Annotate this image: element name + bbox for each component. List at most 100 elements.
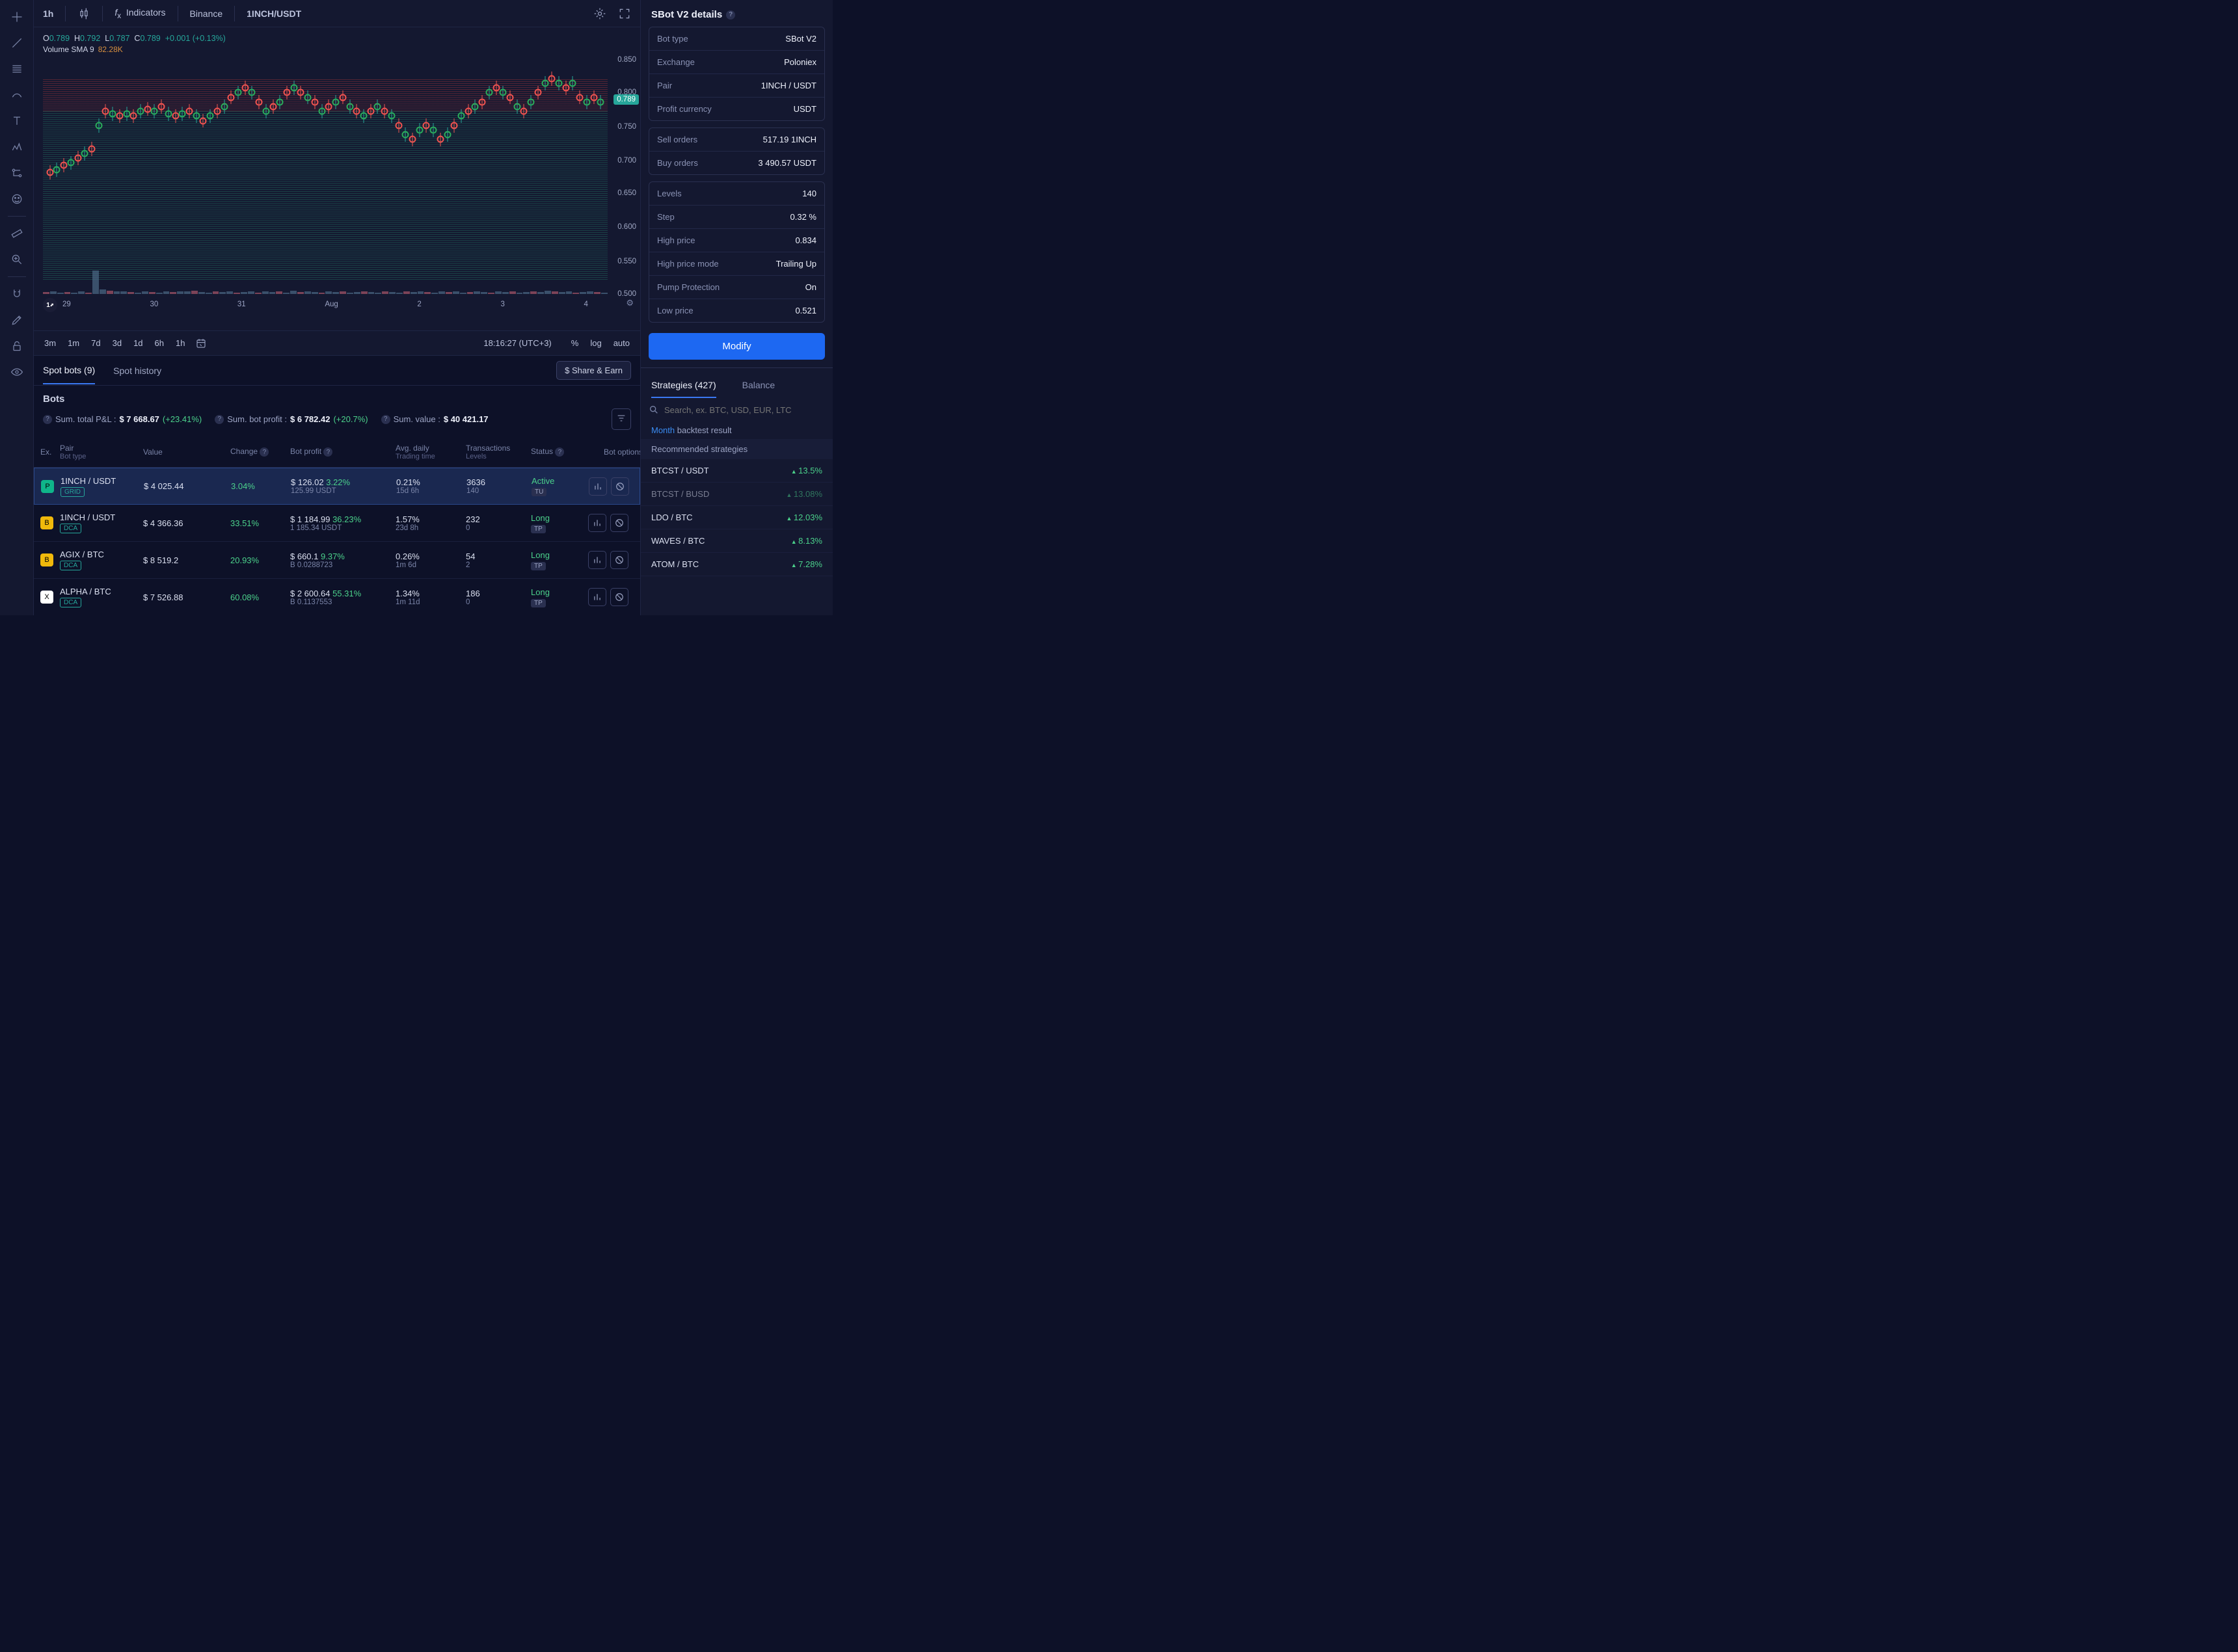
exchange-icon: P [41,480,54,493]
bot-chart-button[interactable] [589,477,607,496]
exchange-icon: B [40,553,53,566]
bot-stop-button[interactable] [610,514,628,532]
scale-%[interactable]: % [570,337,580,349]
chart-topbar: 1h fx Indicators Binance 1INCH/USDT [34,0,640,27]
pattern-tool[interactable] [5,135,29,159]
position-tool[interactable] [5,161,29,185]
symbol-label[interactable]: 1INCH/USDT [247,8,301,19]
filter-button[interactable] [612,408,631,430]
strategies-subheading: Recommended strategies [641,439,833,459]
fullscreen-icon[interactable] [618,7,631,20]
exchange-label[interactable]: Binance [190,8,223,19]
detail-row: High price modeTrailing Up [649,252,824,276]
tab-spot-bots[interactable]: Spot bots (9) [43,357,95,384]
current-price-tag: 0.789 [613,94,639,105]
edit-tool[interactable] [5,308,29,332]
magnet-tool[interactable] [5,282,29,306]
fib-tool[interactable] [5,57,29,81]
detail-row: Step0.32 % [649,206,824,229]
timeframe-bar: 3m 1m 7d 3d 1d 6h 1h 18:16:27 (UTC+3) % logauto [34,330,640,355]
timeframe-3m[interactable]: 3m [43,337,57,349]
strategy-item[interactable]: WAVES / BTC8.13% [641,529,833,553]
share-earn-button[interactable]: $ Share & Earn [556,361,631,380]
timeframe-selector[interactable]: 1h [43,8,53,19]
scale-auto[interactable]: auto [612,337,631,349]
timeframe-7d[interactable]: 7d [90,337,101,349]
indicators-button[interactable]: fx Indicators [115,7,165,20]
y-tick: 0.750 [617,123,636,131]
timeframe-1m[interactable]: 1m [66,337,81,349]
text-tool[interactable] [5,109,29,133]
bot-chart-button[interactable] [588,551,606,569]
detail-row: Pump ProtectionOn [649,276,824,299]
goto-date-icon[interactable] [195,338,207,349]
bots-heading: Bots [43,393,631,405]
backtest-period[interactable]: Month backtest result [641,421,833,439]
x-tick: 29 [62,300,71,308]
details-heading: SBot V2 details ? [641,0,833,27]
exchange-icon: B [40,516,53,529]
settings-icon[interactable] [593,7,606,20]
axis-settings-icon[interactable]: ⚙ [626,298,634,308]
detail-row: Buy orders3 490.57 USDT [649,152,824,174]
detail-row: High price0.834 [649,229,824,252]
search-icon [649,405,659,415]
tradingview-logo: 1⬈ [43,298,57,312]
x-tick: 2 [417,300,421,308]
help-icon[interactable]: ? [43,415,52,424]
crosshair-tool[interactable] [5,5,29,29]
strategy-item[interactable]: LDO / BTC12.03% [641,506,833,529]
tab-spot-history[interactable]: Spot history [113,358,161,384]
y-tick: 0.500 [617,290,636,298]
bot-row[interactable]: X ALPHA / BTCDCA $ 7 526.88 60.08% $ 2 6… [34,579,640,615]
trendline-tool[interactable] [5,31,29,55]
y-tick: 0.850 [617,56,636,64]
scale-log[interactable]: log [589,337,602,349]
timeframe-1h[interactable]: 1h [174,337,186,349]
bot-row[interactable]: B 1INCH / USDTDCA $ 4 366.36 33.51% $ 1 … [34,505,640,542]
strategy-item[interactable]: BTCST / BUSD13.08% [641,483,833,506]
bot-stop-button[interactable] [611,477,629,496]
tab-strategies[interactable]: Strategies (427) [651,373,716,398]
y-tick: 0.650 [617,189,636,197]
detail-row: Levels140 [649,182,824,206]
bot-row[interactable]: P 1INCH / USDTGRID $ 4 025.44 3.04% $ 12… [34,468,640,505]
lock-tool[interactable] [5,334,29,358]
detail-row: Low price0.521 [649,299,824,322]
timeframe-6h[interactable]: 6h [154,337,165,349]
bot-chart-button[interactable] [588,514,606,532]
ohlc-display: O0.789 H0.792 L0.787 C0.789 +0.001 (+0.1… [43,34,608,43]
y-tick: 0.700 [617,157,636,165]
candle-style-icon[interactable] [77,7,90,20]
tab-balance[interactable]: Balance [742,373,775,398]
detail-row: Profit currencyUSDT [649,98,824,120]
clock-display: 18:16:27 (UTC+3) [483,338,551,348]
bot-stop-button[interactable] [610,588,628,606]
bots-table-header: Ex. PairBot type Value Change ? Bot prof… [34,436,640,468]
x-axis: 293031Aug234 [43,300,608,308]
bot-stop-button[interactable] [610,551,628,569]
timeframe-1d[interactable]: 1d [132,337,144,349]
timeframe-3d[interactable]: 3d [111,337,123,349]
strategy-item[interactable]: ATOM / BTC7.28% [641,553,833,576]
brush-tool[interactable] [5,83,29,107]
eye-tool[interactable] [5,360,29,384]
x-tick: 4 [584,300,588,308]
ruler-tool[interactable] [5,222,29,245]
help-icon[interactable]: ? [726,10,735,20]
help-icon[interactable]: ? [215,415,224,424]
strategy-item[interactable]: BTCST / USDT13.5% [641,459,833,483]
bots-tabs: Spot bots (9) Spot history $ Share & Ear… [34,356,640,386]
bot-chart-button[interactable] [588,588,606,606]
strategy-search-input[interactable] [664,405,825,415]
modify-button[interactable]: Modify [649,333,825,360]
bot-row[interactable]: B AGIX / BTCDCA $ 8 519.2 20.93% $ 660.1… [34,542,640,579]
detail-row: Sell orders517.19 1INCH [649,128,824,152]
emoji-tool[interactable] [5,187,29,211]
chart-area[interactable]: O0.789 H0.792 L0.787 C0.789 +0.001 (+0.1… [34,27,640,330]
zoom-tool[interactable] [5,248,29,271]
y-tick: 0.600 [617,223,636,231]
help-icon[interactable]: ? [381,415,390,424]
x-tick: 3 [500,300,504,308]
exchange-icon: X [40,591,53,604]
